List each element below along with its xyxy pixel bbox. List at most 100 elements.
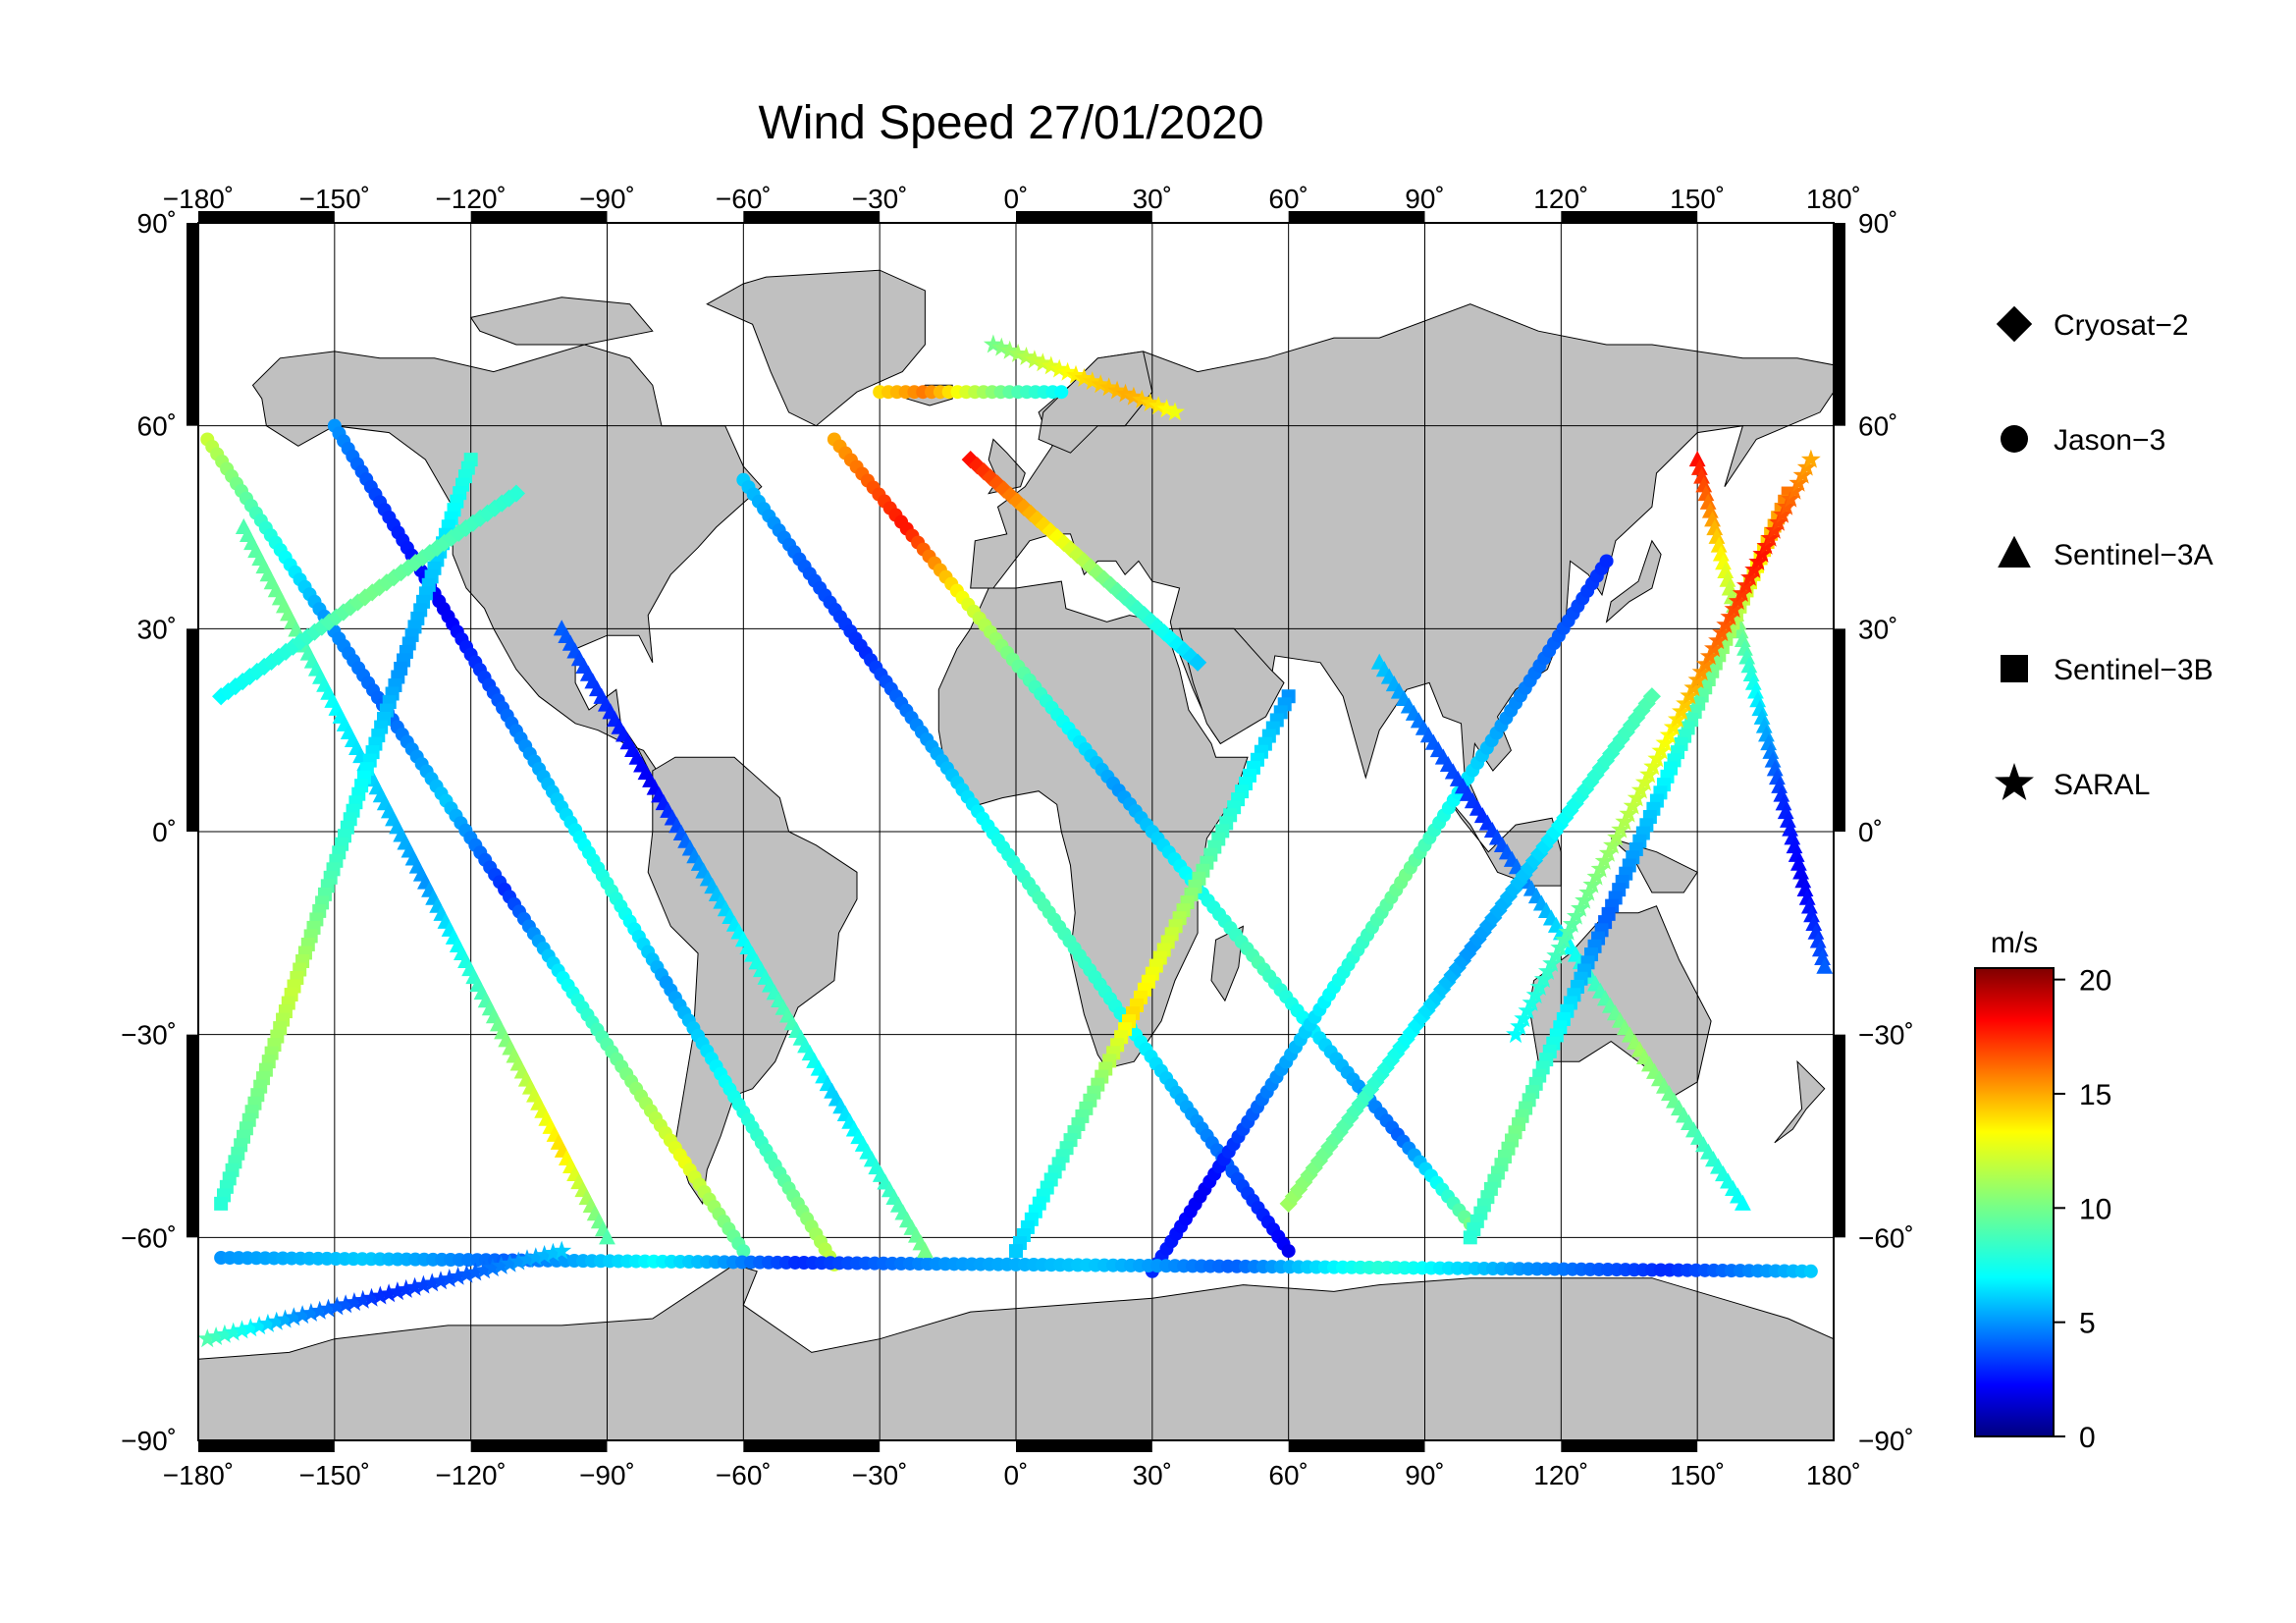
track-point [507, 484, 526, 503]
track-point [1717, 562, 1735, 578]
lat-tick-label: 60˚ [1858, 411, 1897, 442]
track-point [1811, 941, 1829, 957]
track-point [471, 509, 490, 527]
track-point [1792, 863, 1809, 880]
track-point [1123, 386, 1144, 406]
legend-marker-square [2001, 655, 2028, 682]
track-point [1494, 894, 1513, 913]
lon-tick-label: −30˚ [852, 184, 908, 214]
track-point [247, 662, 266, 681]
track-point [1782, 820, 1799, 837]
land-europe-asia [970, 303, 1835, 826]
track-point [994, 480, 1013, 499]
track-point [1697, 485, 1715, 502]
track-point [269, 647, 288, 666]
colorbar-unit: m/s [1991, 927, 2038, 959]
track-point [1773, 504, 1792, 523]
track-point [500, 1253, 520, 1272]
track-point [428, 538, 447, 558]
track-point [305, 622, 324, 641]
track-point [1586, 766, 1605, 784]
track-point [1800, 897, 1818, 914]
track-point [377, 573, 396, 592]
track-point [474, 1260, 494, 1279]
track-point [1189, 653, 1207, 672]
track-point [1033, 352, 1053, 372]
track-point [1041, 355, 1061, 375]
track-point [342, 598, 360, 617]
frame-segment-top [1016, 211, 1152, 223]
legend-label: Sentinel−3A [2054, 539, 2214, 571]
frame-segment-right [1834, 1034, 1845, 1238]
track-point [1591, 758, 1610, 778]
track-point [413, 1274, 434, 1294]
track-point [1753, 708, 1771, 725]
track-point [1800, 449, 1821, 468]
lon-tick-label: −180˚ [163, 1460, 234, 1490]
track-point [1128, 599, 1147, 619]
track-point [1612, 730, 1630, 748]
track-point [1489, 901, 1508, 920]
track-point [1175, 641, 1194, 660]
track-point [284, 637, 302, 656]
track-point [517, 1249, 537, 1269]
track-point [312, 618, 331, 636]
track-point [240, 667, 259, 686]
track-point [352, 1289, 373, 1309]
track-point [1786, 838, 1803, 854]
frame-segment-bottom [743, 1440, 881, 1452]
track-point [431, 1271, 451, 1290]
track-point [1747, 682, 1764, 699]
track-point [1755, 717, 1773, 733]
track-point [262, 652, 281, 672]
track-point [1074, 367, 1095, 387]
track-point [1699, 493, 1717, 510]
track-point [370, 578, 389, 597]
track-point [1719, 570, 1736, 587]
track-point [736, 1244, 751, 1259]
track-point [1803, 1264, 1818, 1278]
land-japan [1605, 539, 1662, 623]
colorbar-tick-label: 20 [2079, 965, 2111, 998]
lon-tick-label: 60˚ [1268, 1460, 1308, 1490]
lon-tick-label: 120˚ [1533, 184, 1588, 214]
lat-tick-label: 0˚ [152, 817, 177, 847]
colorbar: m/s 20 15 10 5 0 [1974, 927, 2111, 1454]
lat-tick-label: 0˚ [1858, 817, 1883, 847]
frame-segment-bottom [470, 1440, 608, 1452]
track-point [1712, 545, 1730, 562]
lon-tick-label: 90˚ [1405, 184, 1444, 214]
track-point [1794, 872, 1812, 889]
lon-tick-label: −150˚ [299, 184, 370, 214]
track-point [975, 462, 993, 481]
track-point [291, 632, 309, 651]
track-point [1788, 845, 1805, 862]
track-point [348, 593, 367, 612]
lat-tick-label: −90˚ [121, 1426, 177, 1456]
track-point [1091, 374, 1111, 394]
track-point [1008, 343, 1029, 362]
track-point [1796, 880, 1814, 896]
lat-tick-label: 60˚ [137, 411, 177, 442]
track-point [309, 1300, 330, 1320]
track-point [1057, 361, 1078, 381]
track-point [1008, 492, 1027, 511]
track-point [1762, 742, 1780, 759]
track-point [1524, 851, 1544, 870]
frame-segment-right [1834, 223, 1845, 426]
track-point [1413, 1008, 1431, 1027]
track-point [1341, 1109, 1360, 1127]
frame-segment-right [1834, 628, 1845, 832]
track-point [1798, 889, 1816, 905]
track-point [1721, 579, 1738, 596]
track-point [1734, 630, 1751, 648]
legend-marker-diamond [1996, 305, 2033, 343]
lat-tick-label: 90˚ [137, 208, 177, 239]
lon-tick-label: −60˚ [716, 1460, 772, 1490]
track-point [988, 474, 1007, 493]
track-point [1690, 459, 1708, 475]
frame-segment-bottom [1016, 1440, 1152, 1452]
track-point [1789, 472, 1809, 492]
frame-segment-top [470, 211, 608, 223]
series-triangle [235, 451, 1834, 1259]
